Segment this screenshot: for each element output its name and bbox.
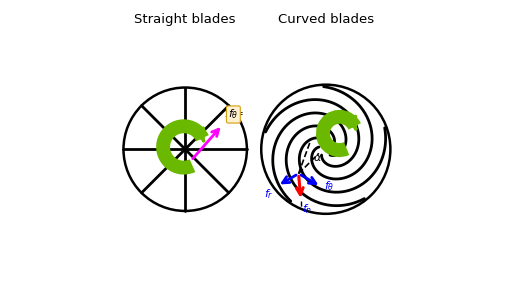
Text: $f_\theta$: $f_\theta$: [228, 108, 239, 121]
Text: $f_r$: $f_r$: [264, 187, 273, 201]
Text: Curved blades: Curved blades: [278, 13, 374, 26]
Text: Straight blades: Straight blades: [134, 13, 236, 26]
Text: $\alpha$: $\alpha$: [313, 153, 322, 163]
Text: $f_n$: $f_n$: [303, 202, 313, 216]
Text: $f_n = $: $f_n = $: [224, 108, 244, 121]
Text: $f_\theta$: $f_\theta$: [324, 180, 334, 193]
